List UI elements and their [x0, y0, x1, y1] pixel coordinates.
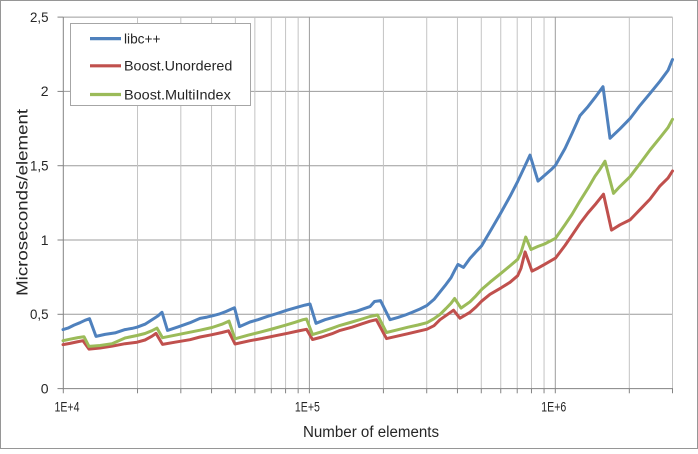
- svg-text:Number of elements: Number of elements: [303, 424, 439, 441]
- svg-text:1E+5: 1E+5: [295, 399, 320, 415]
- svg-text:2: 2: [41, 83, 49, 99]
- svg-text:Boost.Unordered: Boost.Unordered: [124, 58, 232, 74]
- svg-text:Microseconds/element: Microseconds/element: [14, 108, 31, 296]
- svg-text:0: 0: [41, 380, 49, 396]
- svg-text:1: 1: [41, 232, 49, 248]
- svg-text:Boost.MultiIndex: Boost.MultiIndex: [124, 86, 231, 102]
- svg-text:2,5: 2,5: [30, 9, 49, 25]
- svg-text:1E+6: 1E+6: [541, 399, 566, 415]
- svg-text:0,5: 0,5: [30, 306, 49, 322]
- svg-text:libc++: libc++: [124, 31, 161, 47]
- svg-text:1,5: 1,5: [30, 158, 49, 174]
- svg-text:1E+4: 1E+4: [55, 399, 80, 415]
